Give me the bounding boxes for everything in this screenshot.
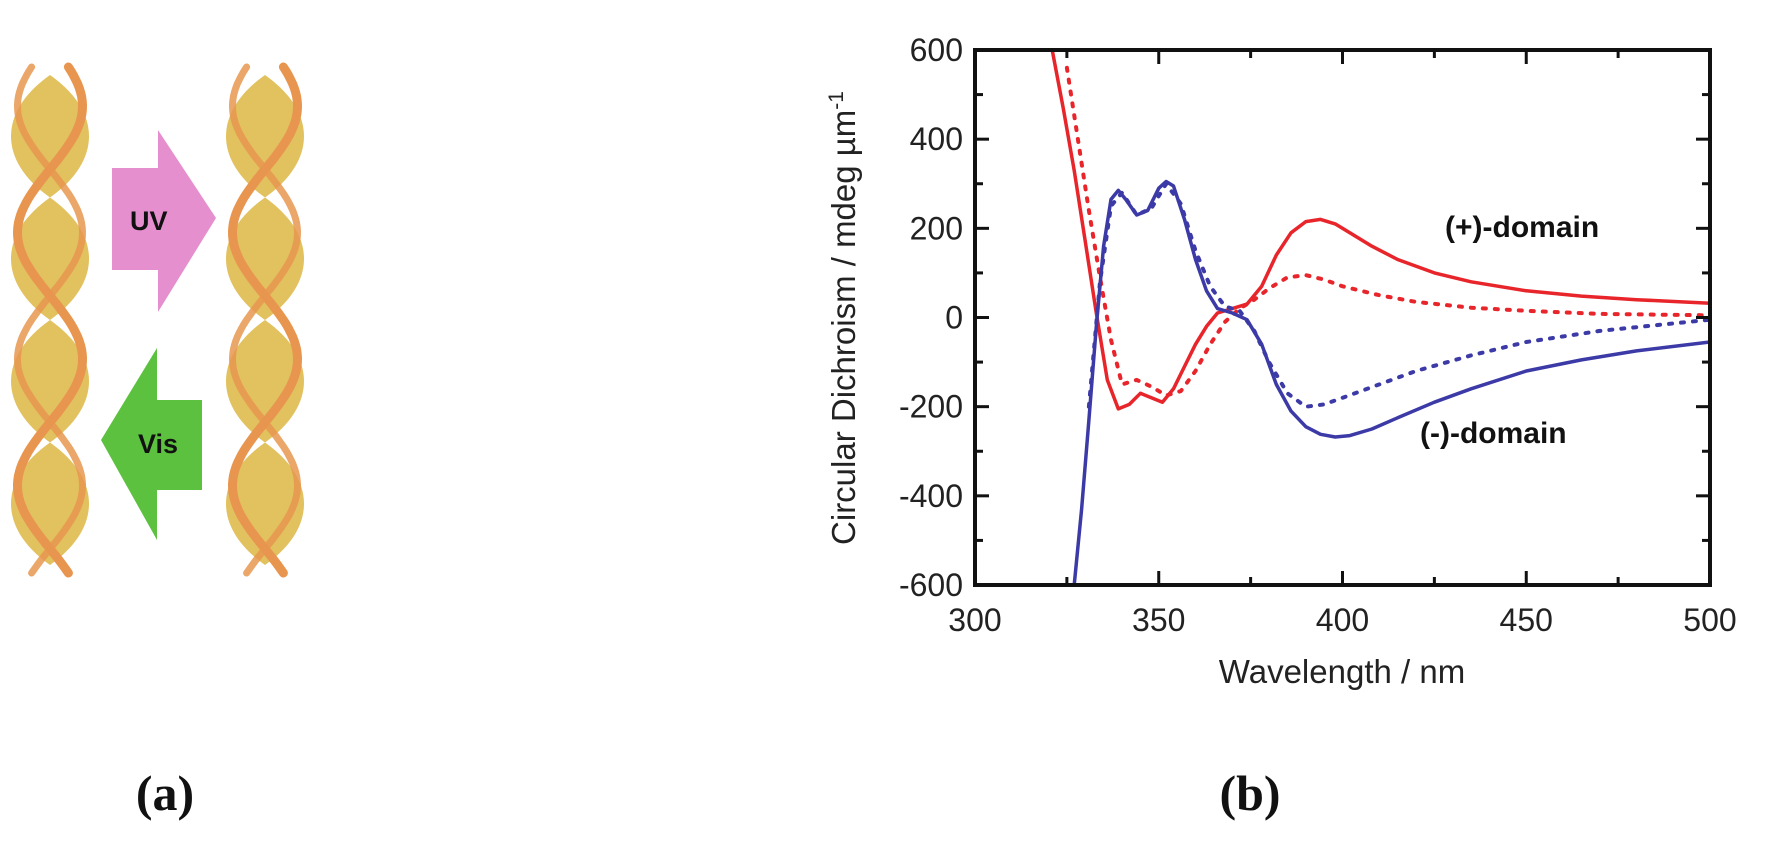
chart-panel: 300 350 400 450 500 600 400 200 0 -200 -400 -600 Wa… [825,32,1737,690]
x-tick-label: 500 [1683,602,1736,638]
helix-strand [227,62,303,578]
uv-arrow-label: UV [130,206,168,236]
y-tick-label: -600 [899,567,963,603]
helix-lobe [226,320,304,443]
panel-label-a: (a) [136,765,194,821]
x-tick-label: 350 [1132,602,1185,638]
y-tick-label: 600 [910,32,963,68]
y-tick-label: -400 [899,478,963,514]
series-line-1 [1064,65,1710,398]
chart-series [1050,50,1710,585]
vis-arrow-label: Vis [138,429,178,459]
y-axis-title-superscript: -1 [825,91,848,110]
helix-lobe [226,197,304,320]
helix-lobe [226,442,304,565]
helix-strand [12,62,88,578]
helix-lobe [11,75,89,198]
helix-lobe [226,75,304,198]
y-tick-label: 200 [910,210,963,246]
series-label-minus-domain: (-)-domain [1420,417,1567,450]
uv-arrow [112,130,216,312]
helix-lobe [11,197,89,320]
panel-label-b: (b) [1219,765,1280,821]
y-axis-title: Circular Dichroism / mdeg µm-1 [825,91,862,545]
x-tick-label: 300 [948,602,1001,638]
x-tick-label: 400 [1316,602,1369,638]
x-axis-title: Wavelength / nm [1219,653,1465,690]
y-tick-label: -200 [899,389,963,425]
helix-lobe [11,442,89,565]
vis-arrow [101,348,202,540]
x-tick-label: 450 [1500,602,1553,638]
y-tick-label: 400 [910,121,963,157]
y-axis-title-main: Circular Dichroism / mdeg µm [825,110,862,545]
series-line-2 [1072,179,1710,585]
helix-strand [228,63,302,577]
series-label-plus-domain: (+)-domain [1445,211,1599,244]
axis-ticks: 300 350 400 450 500 600 400 200 0 -200 -400 -600 [899,32,1737,638]
helix-lobe [11,320,89,443]
series-line-3 [1086,181,1710,409]
helix-right [226,62,304,578]
schematic-panel: UV Vis [11,62,304,578]
plot-frame [973,48,1712,587]
helix-left [11,62,89,578]
y-tick-label: 0 [945,300,963,336]
helix-strand [13,63,87,577]
